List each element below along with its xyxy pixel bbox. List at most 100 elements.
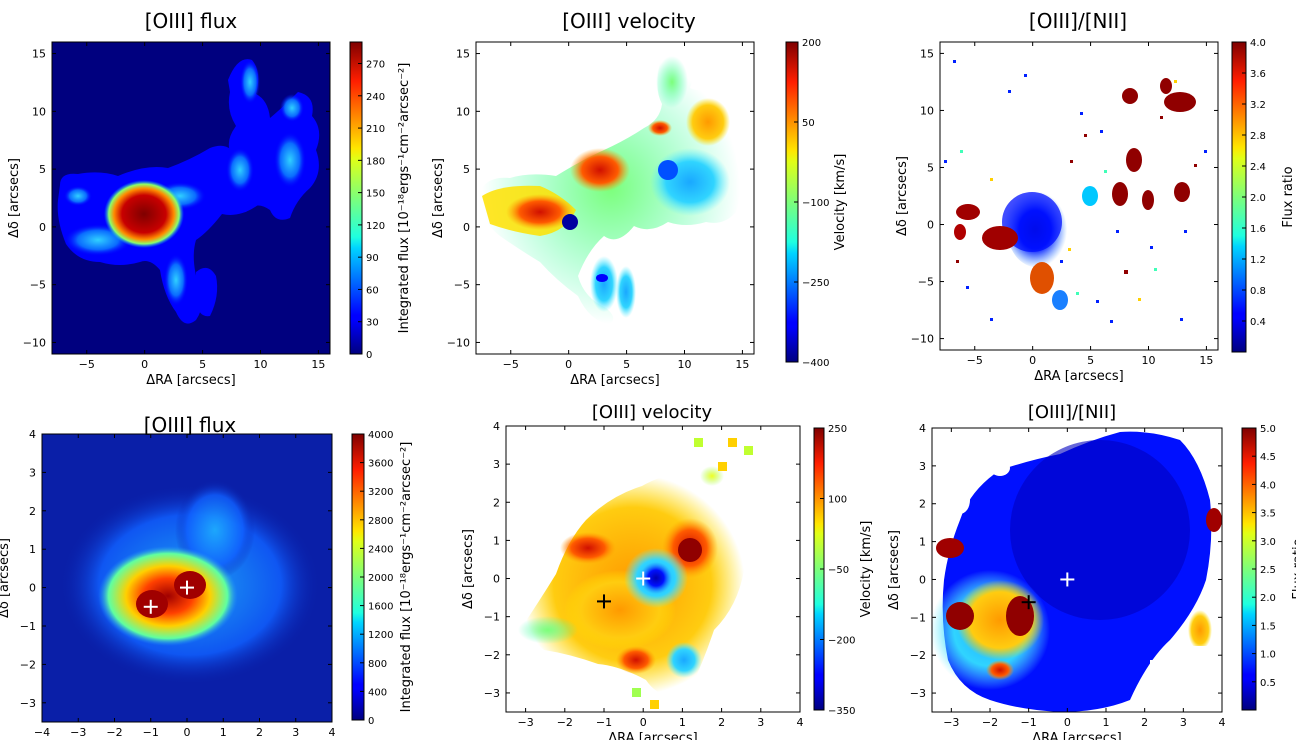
- y-tick-label: 1: [29, 543, 36, 556]
- colorbar-tick-label: 4.0: [1260, 480, 1276, 491]
- x-tick-label: 0: [184, 726, 191, 739]
- y-tick-label: 3: [493, 458, 500, 471]
- y-tick-label: 0: [919, 573, 926, 586]
- y-tick-label: −5: [30, 279, 46, 292]
- plot-frame: [475, 41, 755, 355]
- panel-title: [OIII] flux: [144, 413, 237, 437]
- x-tick-label: −5: [503, 358, 519, 371]
- y-tick-label: 2: [493, 496, 500, 509]
- colorbar-tick-label: 3.6: [1250, 69, 1266, 80]
- panel-p6-image: [932, 428, 1222, 712]
- colorbar-tick-label: 0: [366, 350, 372, 361]
- x-tick-label: −1: [596, 716, 612, 729]
- x-tick-label: −2: [982, 716, 998, 729]
- colorbar-tick-label: 1.6: [1250, 224, 1266, 235]
- x-tick-label: 0: [1029, 354, 1036, 367]
- y-tick-label: 10: [32, 105, 46, 118]
- panel-title: [OIII] flux: [145, 9, 238, 33]
- panel-p6: [OIII]/[NII] −3 −2 −1 0 1 2 3 4 −3 −2 −1 0 1 2 3 4 ΔRA [a…: [887, 402, 1296, 740]
- plot-frame: [51, 41, 331, 355]
- colorbar-tick-label: 200: [802, 38, 821, 49]
- plot-frame: [931, 427, 1223, 713]
- colorbar-tick-label: 2.0: [1250, 193, 1266, 204]
- colorbar-tick-label: −200: [828, 636, 855, 647]
- colorbar-tick-label: 2.5: [1260, 565, 1276, 576]
- colorbar-tick-label: 2800: [368, 516, 393, 527]
- colorbar-tick-label: −50: [828, 565, 849, 576]
- colorbar-tick-label: 150: [366, 189, 385, 200]
- colorbar-label: Velocity [km/s]: [833, 154, 848, 251]
- panel-p2-image: [476, 42, 754, 354]
- x-axis-label: ΔRA [arcsecs]: [1032, 731, 1121, 740]
- y-tick-label: 1: [493, 534, 500, 547]
- colorbar-tick-label: −400: [802, 358, 829, 369]
- y-tick-label: 4: [29, 428, 36, 441]
- panel-title: [OIII] velocity: [562, 9, 696, 33]
- x-tick-label: 2: [718, 716, 725, 729]
- x-tick-label: 4: [329, 726, 336, 739]
- colorbar-tick-label: 1600: [368, 602, 393, 613]
- x-tick-label: −3: [943, 716, 959, 729]
- colorbar-label: Integrated flux [10⁻¹⁸ergs⁻¹cm⁻²arcsec⁻²…: [399, 442, 414, 713]
- panel-title: [OIII]/[NII]: [1029, 9, 1127, 33]
- y-tick-label: −1: [484, 611, 500, 624]
- x-tick-label: 1: [679, 716, 686, 729]
- colorbar-tick-label: 3600: [368, 459, 393, 470]
- x-tick-label: 10: [678, 358, 692, 371]
- y-tick-label: 0: [493, 573, 500, 586]
- y-tick-label: 4: [919, 422, 926, 435]
- y-tick-label: 1: [919, 536, 926, 549]
- panel-p5-image: [506, 426, 800, 712]
- colorbar-tick-label: 2.4: [1250, 162, 1266, 173]
- y-tick-label: 2: [919, 498, 926, 511]
- panel-p5: [OIII] velocity −3 −2 −1 0 1 2 3 4 −3 −2 −1 0 1 2 3 4 ΔRA…: [461, 402, 874, 740]
- colorbar-tick-label: 250: [828, 424, 847, 435]
- x-tick-label: 5: [1087, 354, 1094, 367]
- y-tick-label: −2: [20, 658, 36, 671]
- colorbar-tick-label: 180: [366, 156, 385, 167]
- y-tick-label: 5: [927, 161, 934, 174]
- x-tick-label: 5: [199, 358, 206, 371]
- y-tick-label: 0: [463, 221, 470, 234]
- colorbar-tick-label: 120: [366, 221, 385, 232]
- x-tick-label: 3: [757, 716, 764, 729]
- panel-p1: [OIII] flux −5 0 5 10 15 −10 −5 0 5 10 15 ΔRA [arcse…: [7, 9, 412, 388]
- y-tick-label: 10: [920, 104, 934, 117]
- x-tick-label: 1: [1103, 716, 1110, 729]
- x-axis-label: ΔRA [arcsecs]: [608, 731, 697, 740]
- y-tick-label: −2: [484, 649, 500, 662]
- x-tick-label: 15: [1199, 354, 1213, 367]
- x-tick-label: −5: [79, 358, 95, 371]
- colorbar-tick-label: 240: [366, 92, 385, 103]
- colorbar-tick-label: 3.0: [1260, 537, 1276, 548]
- y-tick-label: 15: [920, 47, 934, 60]
- y-tick-label: −2: [910, 649, 926, 662]
- panel-title: [OIII]/[NII]: [1028, 402, 1116, 423]
- colorbar-tick-label: 1200: [368, 630, 393, 641]
- y-tick-label: −1: [910, 611, 926, 624]
- y-tick-label: 15: [32, 48, 46, 61]
- colorbar-tick-label: 5.0: [1260, 424, 1276, 435]
- plot-frame: [505, 425, 801, 713]
- x-tick-label: −5: [967, 354, 983, 367]
- panel-title: [OIII] velocity: [592, 402, 713, 423]
- x-tick-label: 0: [565, 358, 572, 371]
- y-tick-label: −5: [454, 279, 470, 292]
- y-tick-label: −10: [447, 336, 470, 349]
- colorbar-tick-label: 1.0: [1260, 650, 1276, 661]
- y-tick-label: −10: [911, 333, 934, 346]
- y-tick-label: −3: [20, 697, 36, 710]
- y-tick-label: 3: [29, 466, 36, 479]
- colorbar-tick-label: 2000: [368, 573, 393, 584]
- colorbar-tick-label: 60: [366, 285, 379, 296]
- x-tick-label: −1: [1021, 716, 1037, 729]
- panel-p3-image: [940, 42, 1218, 350]
- colorbar-tick-label: 3.2: [1250, 100, 1266, 111]
- colorbar-tick-label: 2.8: [1250, 131, 1266, 142]
- colorbar-tick-label: 4.5: [1260, 452, 1276, 463]
- colorbar-tick-label: −350: [828, 706, 855, 717]
- colorbar-tick-label: 800: [368, 659, 387, 670]
- y-axis-label: Δδ [arcsecs]: [431, 158, 446, 238]
